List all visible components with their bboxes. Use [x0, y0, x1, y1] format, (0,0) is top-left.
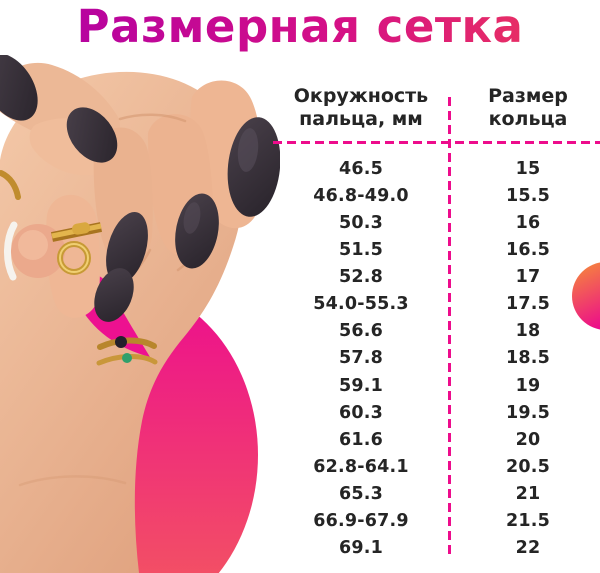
table-row: 51.5 16.5 — [273, 237, 600, 264]
table-row: 65.3 21 — [273, 480, 600, 507]
dark-nails — [0, 53, 281, 322]
circumference-value: 69.1 — [339, 537, 383, 558]
table-row: 60.3 19.5 — [273, 399, 600, 426]
table-row: 66.9-67.9 21.5 — [273, 507, 600, 534]
table-row: 46.8-49.0 15.5 — [273, 183, 600, 210]
ring-size-value: 15.5 — [506, 186, 550, 207]
circumference-value: 59.1 — [339, 375, 383, 396]
circumference-value: 60.3 — [339, 402, 383, 423]
table-row: 52.8 17 — [273, 264, 600, 291]
ring-size-value: 18 — [515, 321, 541, 342]
circumference-value: 46.5 — [339, 159, 383, 180]
column-header-circumference: Окружность пальца, мм — [273, 85, 449, 130]
table-row: 54.0-55.3 17.5 — [273, 291, 600, 318]
table-row: 57.8 18.5 — [273, 345, 600, 372]
circumference-value: 46.8-49.0 — [313, 186, 409, 207]
dashed-vertical-divider — [447, 97, 451, 555]
ring-size-value: 17.5 — [506, 294, 550, 315]
gold-rings — [0, 170, 158, 366]
hand-photo — [0, 53, 281, 573]
ring-size-value: 17 — [515, 267, 541, 288]
ring-size-value: 18.5 — [506, 348, 550, 369]
table-row: 61.6 20 — [273, 426, 600, 453]
table-row: 56.6 18 — [273, 318, 600, 345]
header-line: кольца — [488, 107, 568, 130]
circumference-value: 66.9-67.9 — [313, 510, 409, 531]
column-header-ring-size: Размер кольца — [449, 85, 600, 130]
table-rows: 46.5 15 46.8-49.0 15.5 50.3 16 51.5 16.5 52.8 17 5… — [273, 156, 600, 562]
ring-size-value: 16.5 — [506, 240, 550, 261]
circumference-value: 52.8 — [339, 267, 383, 288]
table-header: Окружность пальца, мм Размер кольца — [273, 85, 600, 130]
header-line: Размер — [488, 85, 568, 107]
ring-size-value: 19.5 — [506, 402, 550, 423]
ring-size-value: 19 — [515, 375, 541, 396]
table-row: 69.1 22 — [273, 534, 600, 561]
circumference-value: 56.6 — [339, 321, 383, 342]
circumference-value: 51.5 — [339, 240, 383, 261]
circumference-value: 65.3 — [339, 483, 383, 504]
ring-size-value: 20 — [515, 429, 541, 450]
ring-size-value: 15 — [515, 159, 541, 180]
dashed-horizontal-divider — [273, 141, 600, 144]
circumference-value: 62.8-64.1 — [313, 456, 409, 477]
circumference-value: 54.0-55.3 — [313, 294, 409, 315]
ring-size-value: 20.5 — [506, 456, 550, 477]
ring-size-value: 21 — [515, 483, 541, 504]
circumference-value: 57.8 — [339, 348, 383, 369]
circumference-value: 61.6 — [339, 429, 383, 450]
hand-with-rings-illustration — [0, 53, 281, 573]
ring-size-value: 16 — [515, 213, 541, 234]
ring-size-value: 22 — [515, 537, 541, 558]
ring-size-value: 21.5 — [506, 510, 550, 531]
table-row: 59.1 19 — [273, 372, 600, 399]
page-title: Размерная сетка — [0, 0, 600, 54]
header-line: Окружность — [293, 85, 429, 107]
table-row: 46.5 15 — [273, 156, 600, 183]
table-row: 50.3 16 — [273, 210, 600, 237]
header-line: пальца, мм — [299, 107, 423, 130]
table-row: 62.8-64.1 20.5 — [273, 453, 600, 480]
circumference-value: 50.3 — [339, 213, 383, 234]
